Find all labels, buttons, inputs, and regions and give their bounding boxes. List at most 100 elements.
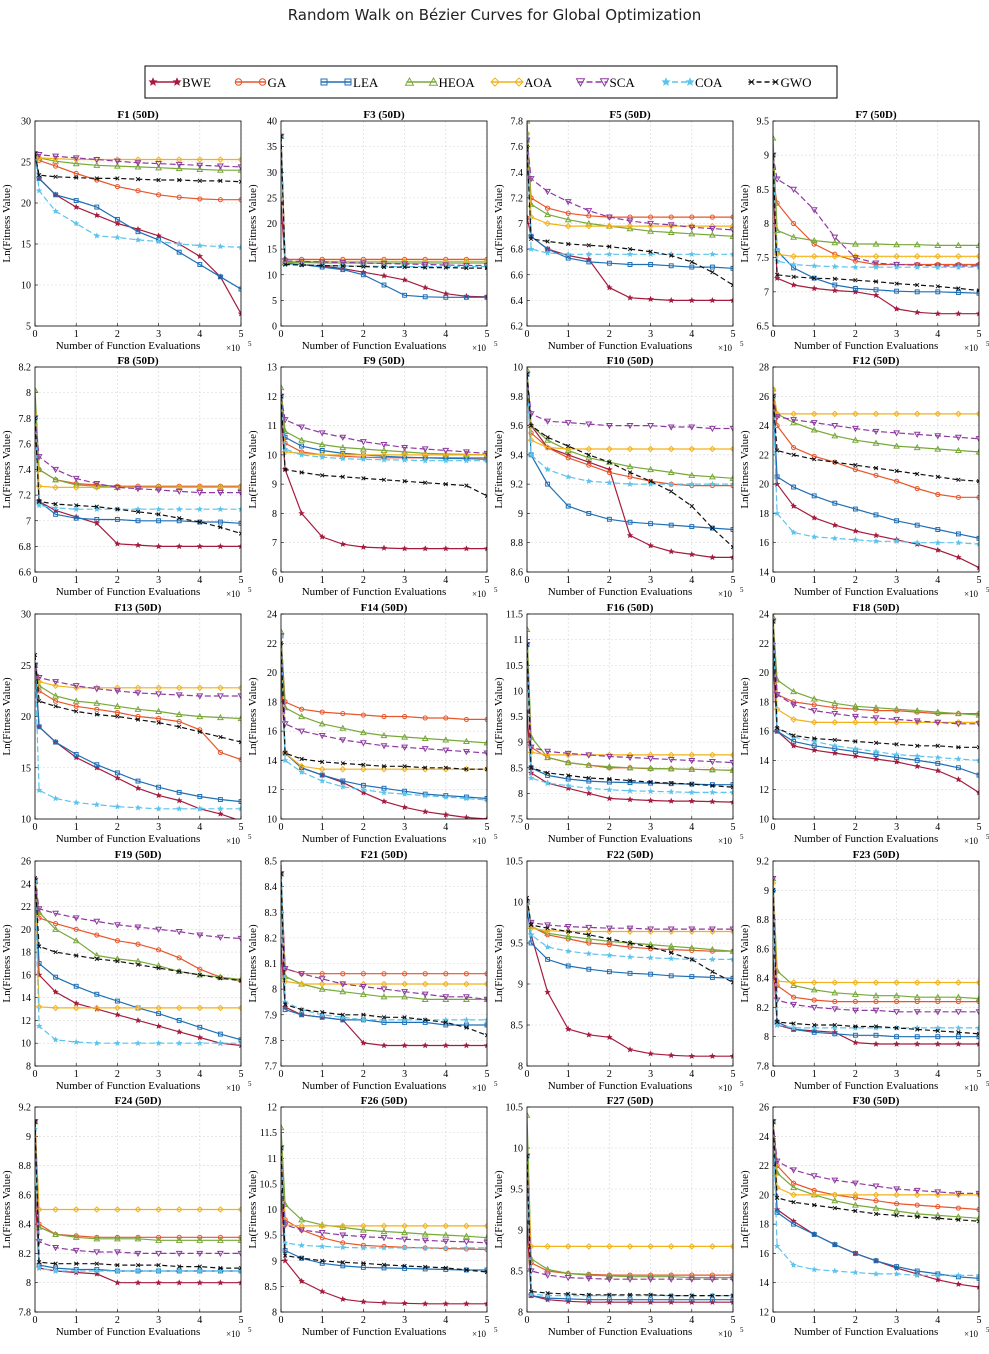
data-point-gwo xyxy=(832,460,837,465)
data-point-ga xyxy=(53,698,59,704)
y-tick-label: 14 xyxy=(267,756,277,767)
data-point-heoa xyxy=(113,702,121,709)
y-tick-label: 8.2 xyxy=(19,363,32,374)
data-point-ga xyxy=(156,947,162,953)
data-point-aoa xyxy=(421,1222,429,1230)
data-point-gwo xyxy=(281,394,284,399)
data-point-gwo xyxy=(853,1208,858,1214)
data-point-sca xyxy=(913,431,921,438)
plot-area xyxy=(281,121,487,326)
data-point-gwo xyxy=(484,767,487,772)
data-point-sca xyxy=(52,153,60,160)
x-tick-label: 1 xyxy=(74,1069,79,1080)
data-point-gwo xyxy=(894,1213,899,1218)
data-point-sca xyxy=(442,994,450,1001)
data-point-coa xyxy=(729,250,733,257)
plot-area xyxy=(773,1107,979,1312)
data-point-aoa xyxy=(729,445,733,453)
data-point-sca xyxy=(626,1276,634,1283)
data-point-sca xyxy=(380,986,388,993)
x-exponent-power: 5 xyxy=(494,1080,498,1088)
data-point-heoa xyxy=(483,739,487,746)
data-point-aoa xyxy=(647,445,654,453)
data-point-heoa xyxy=(667,942,675,949)
y-tick-label: 9.5 xyxy=(511,939,524,950)
data-point-coa xyxy=(155,805,162,812)
data-point-aoa xyxy=(544,751,551,759)
data-point-gwo xyxy=(156,1262,161,1268)
data-point-coa xyxy=(196,1267,204,1274)
data-point-bwe xyxy=(773,480,781,487)
legend-marker-gwo xyxy=(748,78,755,86)
series-line-heoa xyxy=(773,388,979,453)
data-point-lea xyxy=(443,294,449,300)
data-point-gwo xyxy=(94,176,99,181)
data-point-coa xyxy=(626,250,634,257)
y-axis-label: Ln(Fitness Value) xyxy=(493,430,505,509)
legend-label-aoa: AOA xyxy=(524,75,553,90)
data-point-coa xyxy=(217,243,224,250)
data-point-heoa xyxy=(851,702,859,709)
data-point-lea xyxy=(381,1265,387,1271)
data-point-coa xyxy=(667,955,675,962)
axes-frame xyxy=(34,120,242,327)
data-point-lea xyxy=(811,493,817,499)
data-point-sca xyxy=(52,1244,60,1252)
data-point-heoa xyxy=(339,988,347,995)
x-exponent-power: 5 xyxy=(248,586,252,594)
y-axis-label: Ln(Fitness Value) xyxy=(1,1170,13,1249)
data-point-gwo xyxy=(156,177,161,183)
data-point-sca xyxy=(605,1276,613,1283)
data-point-lea xyxy=(528,940,534,946)
data-point-sca xyxy=(729,227,733,234)
y-tick-label: 16 xyxy=(267,727,277,738)
y-tick-label: 9 xyxy=(518,509,523,520)
data-point-gwo xyxy=(669,950,674,956)
data-point-bwe xyxy=(729,296,733,304)
data-point-coa xyxy=(114,234,121,241)
data-point-lea xyxy=(894,1034,900,1040)
x-exponent-power: 5 xyxy=(740,1080,744,1088)
data-point-coa xyxy=(893,751,900,758)
data-point-heoa xyxy=(688,944,696,951)
y-tick-label: 10 xyxy=(267,1205,277,1216)
series-line-coa xyxy=(527,133,733,255)
y-axis-label: Ln(Fitness Value) xyxy=(247,430,259,509)
y-axis-label: Ln(Fitness Value) xyxy=(1,430,13,509)
y-axis-label: Ln(Fitness Value) xyxy=(493,1170,505,1249)
data-point-coa xyxy=(790,261,797,268)
data-point-aoa xyxy=(52,155,59,163)
panel-title: F12 (50D) xyxy=(853,355,900,367)
data-point-ga xyxy=(914,485,920,492)
data-point-aoa xyxy=(217,1004,224,1012)
data-point-aoa xyxy=(52,682,59,690)
data-point-coa xyxy=(585,950,593,957)
data-point-sca xyxy=(380,743,388,750)
data-point-gwo xyxy=(545,435,550,440)
data-point-sca xyxy=(544,188,552,196)
series-group xyxy=(773,874,979,1047)
data-point-aoa xyxy=(155,1004,162,1012)
data-point-sca xyxy=(93,918,101,925)
data-point-heoa xyxy=(851,240,859,247)
y-tick-label: 16 xyxy=(759,1249,769,1260)
data-point-sca xyxy=(93,481,101,488)
data-point-gwo xyxy=(773,394,776,399)
data-point-gwo xyxy=(320,473,325,478)
data-point-gwo xyxy=(402,764,407,769)
data-point-gwo xyxy=(915,471,920,477)
data-point-heoa xyxy=(913,993,921,1000)
data-point-gwo xyxy=(774,1019,780,1025)
data-point-heoa xyxy=(52,692,60,699)
data-point-heoa xyxy=(831,1197,839,1204)
x-exponent-label: ×10 xyxy=(472,1083,487,1093)
data-point-sca xyxy=(893,1009,901,1016)
data-point-heoa xyxy=(52,476,60,483)
data-point-bwe xyxy=(281,1257,289,1264)
x-tick-label: 2 xyxy=(115,575,120,586)
x-tick-label: 5 xyxy=(977,822,982,833)
data-point-sca xyxy=(35,152,43,159)
data-point-bwe xyxy=(709,1052,716,1059)
data-point-aoa xyxy=(134,156,142,163)
data-point-gwo xyxy=(340,1260,345,1265)
